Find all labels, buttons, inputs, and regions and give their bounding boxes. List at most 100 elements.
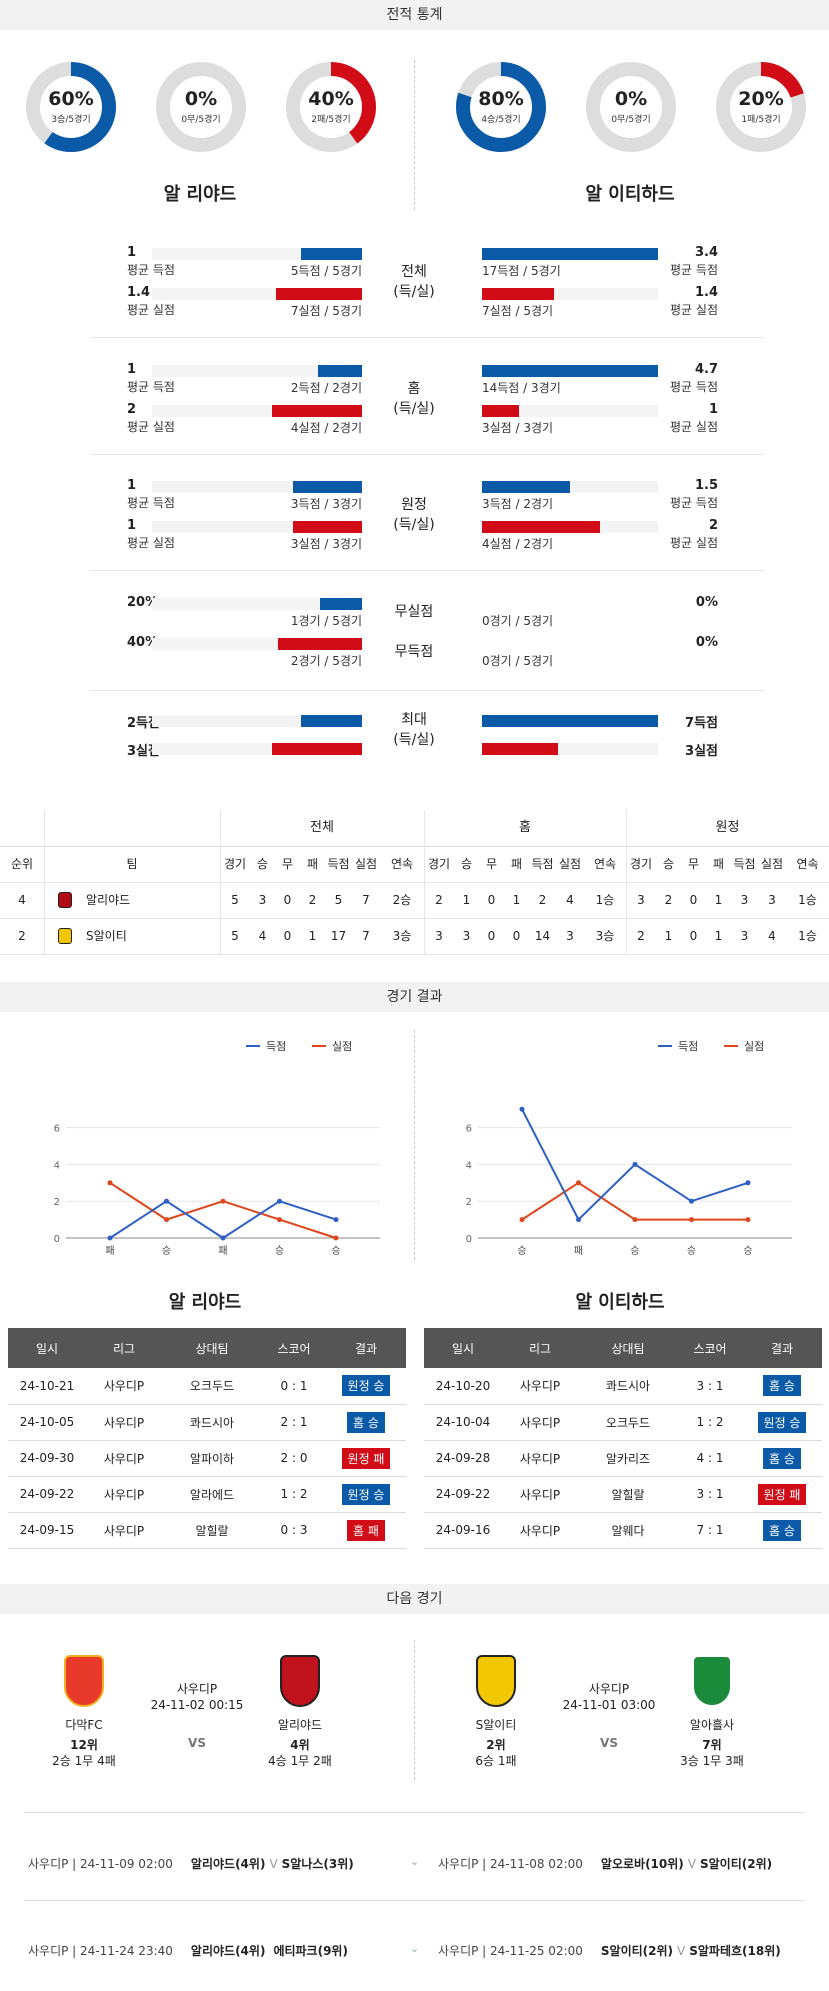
team-name[interactable]: S알이티 — [86, 929, 127, 943]
results-cell: 24-09-16 — [424, 1512, 502, 1549]
riyadh-crest-icon — [58, 892, 72, 908]
next-section-title: 다음 경기 — [0, 1584, 829, 1614]
upcoming-match[interactable]: 사우디P | 24-11-24 23:40 알리야드(4위) 에티파크(9위) — [28, 1942, 408, 1959]
results-header-cell: 리그 — [86, 1328, 162, 1368]
results-cell: 콰드시아 — [578, 1368, 678, 1405]
riyadh-crest-icon — [280, 1655, 320, 1707]
standings-cell: 2 — [637, 929, 645, 943]
separator — [0, 846, 829, 847]
scored-point — [689, 1198, 694, 1204]
vs-label: VS — [600, 1736, 618, 1750]
team-record: 3승 1무 3패 — [680, 1754, 744, 1768]
team-record: 4승 1무 2패 — [268, 1754, 332, 1768]
team-name[interactable]: 알리야드 — [86, 893, 131, 907]
results-outcome-cell: 원정 승 — [326, 1368, 406, 1405]
donut-chart: 40% 2패/5경기 — [284, 60, 378, 154]
upcoming-league-date: 사우디P | 24-11-08 02:00 — [438, 1857, 583, 1871]
results-cell: 알힐랄 — [162, 1512, 262, 1549]
donut-arc — [716, 62, 806, 152]
standings-cell: 3 — [740, 893, 749, 907]
standings-cell: 0 — [689, 929, 698, 943]
home-stat-label: 평균 득점 — [127, 263, 175, 277]
result-badge: 홈 승 — [763, 1519, 801, 1541]
home-stat-value: 1 — [127, 518, 137, 533]
results-cell: 알라에드 — [162, 1476, 262, 1513]
y-tick-label: 6 — [466, 1124, 472, 1135]
conceded-point — [576, 1180, 581, 1186]
results-cell: 0 : 1 — [262, 1368, 326, 1405]
donut-subtext: 0무/5경기 — [611, 115, 651, 125]
away-stat-value: 1.5 — [694, 478, 718, 493]
standings-cell: 0 — [283, 929, 292, 943]
result-badge: 홈 승 — [763, 1447, 801, 1469]
conceded-point — [689, 1217, 694, 1223]
standings-cell: 17 — [330, 929, 347, 943]
results-cell: 24-09-30 — [8, 1440, 86, 1477]
results-outcome-cell: 원정 패 — [742, 1476, 822, 1513]
standings-cell: 5 — [231, 929, 239, 943]
stat-category-sub: (득/실) — [393, 284, 435, 300]
away-bar — [482, 521, 600, 533]
vs-label: V — [269, 1857, 278, 1871]
legend-conceded: 실점 — [744, 1040, 764, 1053]
team-name[interactable]: 알리야드 — [277, 1718, 323, 1732]
away-stat-label: 평균 득점 — [670, 380, 718, 394]
upcoming-match[interactable]: 사우디P | 24-11-25 02:00 S알이티(2위) V S알파테흐(18위) — [438, 1942, 808, 1959]
home-results-title: 알 리야드 — [168, 1292, 242, 1313]
results-header-cell: 스코어 — [678, 1328, 742, 1368]
standings-cell: 2 — [538, 893, 547, 907]
results-header-cell: 리그 — [502, 1328, 578, 1368]
results-cell: 알카리즈 — [578, 1440, 678, 1477]
team-rank: 7위 — [702, 1738, 722, 1752]
stat-category: 최대 — [401, 712, 427, 728]
results-header-cell: 상대팀 — [162, 1328, 262, 1368]
x-tick-label: 패 — [218, 1245, 227, 1257]
home-max-value: 3실점 — [127, 744, 160, 759]
home-stat-detail: 3실점 / 3경기 — [290, 537, 362, 551]
x-tick-label: 승 — [687, 1245, 696, 1257]
result-badge: 홈 승 — [347, 1411, 385, 1433]
standings-cell: 4 — [258, 929, 267, 943]
standings-cell: 1 — [512, 893, 521, 907]
away-stat-detail: 4실점 / 2경기 — [482, 537, 554, 551]
conceded-point — [333, 1235, 339, 1241]
x-tick-label: 패 — [574, 1245, 583, 1257]
group-away: 원정 — [715, 820, 740, 835]
away-stat-value: 0% — [695, 635, 718, 650]
home-bar — [272, 405, 362, 417]
away-stat-label: 평균 실점 — [670, 536, 718, 550]
results-cell: 사우디P — [502, 1440, 578, 1477]
results-cell: 알웨다 — [578, 1512, 678, 1549]
home-stat-value: 40% — [127, 635, 159, 650]
away-bar — [482, 743, 558, 755]
vs-label: VS — [188, 1736, 206, 1750]
home-stat-label: 평균 득점 — [127, 496, 175, 510]
vs-label: V — [687, 1857, 696, 1871]
standings-cell: 5 — [334, 893, 343, 907]
divider — [414, 60, 415, 210]
table-row: 24-10-04 사우디P 오크두드 1 : 2 원정 승 — [424, 1404, 822, 1441]
x-tick-label: 승 — [331, 1245, 340, 1257]
results-cell: 24-09-15 — [8, 1512, 86, 1549]
ittihad-crest-icon — [58, 928, 72, 944]
away-stat-value: 1 — [708, 402, 718, 417]
results-cell: 24-09-28 — [424, 1440, 502, 1477]
standings-cell: 2 — [664, 893, 673, 907]
away-bar — [482, 288, 554, 300]
upcoming-match[interactable]: 사우디P | 24-11-08 02:00 알오로바(10위) V S알이티(2위) — [438, 1855, 808, 1872]
team-name[interactable]: 알아흘사 — [689, 1718, 735, 1732]
upcoming-match[interactable]: 사우디P | 24-11-09 02:00 알리야드(4위) V S알나스(3위) — [28, 1855, 408, 1872]
stat-category: 무득점 — [394, 644, 434, 660]
donut-subtext: 3승/5경기 — [51, 115, 91, 125]
home-bar — [276, 288, 362, 300]
donut-chart: 80% 4승/5경기 — [454, 60, 548, 154]
team-name[interactable]: S알이티 — [475, 1718, 517, 1732]
conceded-point — [220, 1198, 226, 1204]
conceded-point — [519, 1217, 525, 1223]
legend-scored: 득점 — [266, 1040, 286, 1053]
standings-header-cell: 연속 — [390, 857, 414, 871]
team-name[interactable]: 다막FC — [65, 1718, 103, 1732]
match-datetime: 24-11-02 00:15 — [150, 1698, 244, 1712]
standings-header-cell: 승 — [662, 857, 675, 871]
standings-cell: 14 — [534, 929, 551, 943]
